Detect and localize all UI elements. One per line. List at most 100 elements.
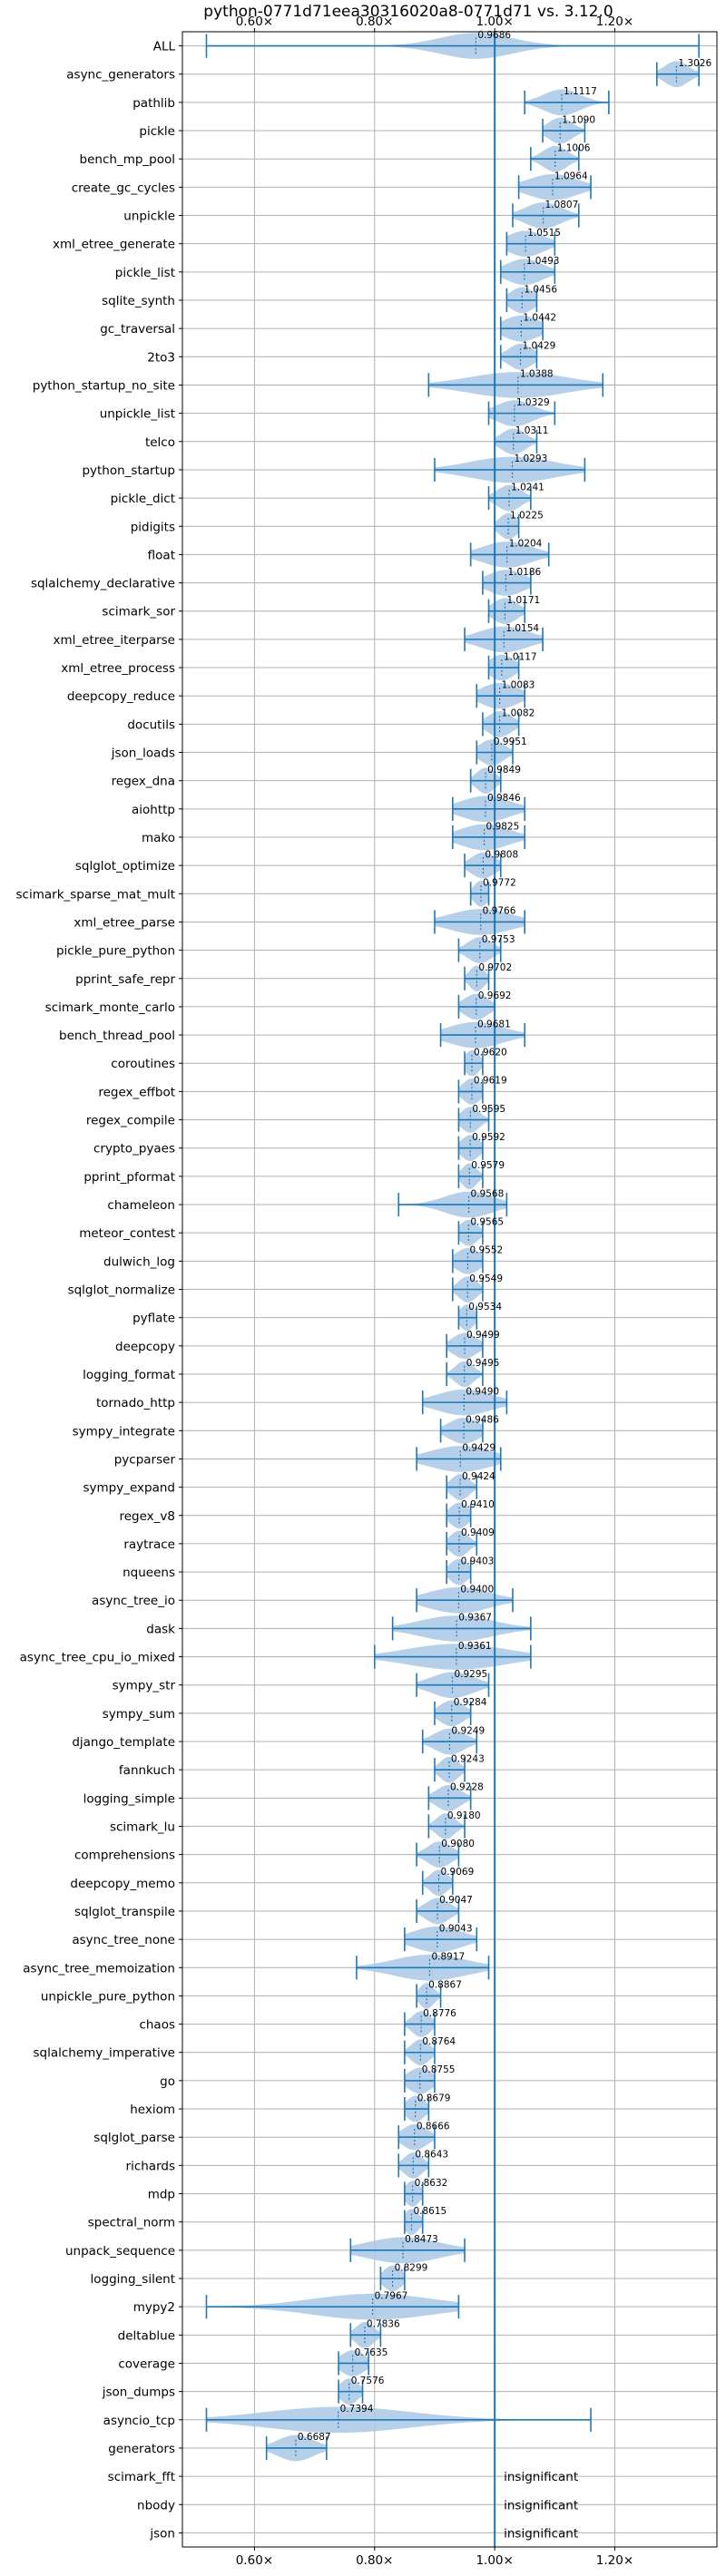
benchmark-label: tornado_http bbox=[96, 1396, 175, 1410]
value-label: 0.6687 bbox=[298, 2432, 331, 2443]
value-label: 0.9846 bbox=[487, 793, 521, 804]
value-label: 1.0154 bbox=[505, 623, 539, 634]
value-label: 1.1090 bbox=[562, 114, 595, 125]
value-label: 0.7394 bbox=[340, 2404, 374, 2415]
value-label: 1.3026 bbox=[678, 58, 711, 69]
value-label: 0.9552 bbox=[469, 1245, 503, 1256]
benchmark-label: crypto_pyaes bbox=[93, 1142, 175, 1156]
benchmark-label: async_tree_memoization bbox=[23, 1961, 175, 1976]
value-label: 0.9702 bbox=[478, 962, 512, 973]
benchmark-label: deepcopy_reduce bbox=[67, 689, 175, 704]
value-label: 0.9808 bbox=[485, 849, 518, 860]
value-label: 0.9180 bbox=[447, 1810, 481, 1821]
value-label: 0.7635 bbox=[355, 2347, 388, 2358]
benchmark-label: xml_etree_iterparse bbox=[54, 633, 176, 648]
value-label: 0.9400 bbox=[460, 1585, 494, 1595]
benchmark-label: scimark_lu bbox=[110, 1820, 175, 1834]
value-label: 1.1006 bbox=[557, 142, 591, 153]
value-label: 1.0225 bbox=[510, 511, 544, 522]
benchmark-label: pickle bbox=[139, 124, 175, 139]
value-label: 0.8867 bbox=[428, 1980, 462, 1991]
benchmark-label: 2to3 bbox=[147, 350, 175, 365]
value-label: 0.9486 bbox=[466, 1415, 499, 1426]
benchmark-label: sqlite_synth bbox=[102, 294, 175, 308]
value-label: 0.8615 bbox=[413, 2206, 446, 2217]
value-label: 0.9753 bbox=[482, 934, 515, 945]
value-label: 0.9410 bbox=[461, 1499, 495, 1510]
value-label: 0.9047 bbox=[439, 1895, 473, 1906]
benchmark-label: unpickle_list bbox=[100, 407, 175, 422]
benchmark-label: pickle_pure_python bbox=[56, 944, 175, 959]
chart-title: python-0771d71eea30316020a8-0771d71 vs. … bbox=[203, 3, 613, 21]
value-label: 1.0964 bbox=[554, 171, 588, 182]
value-label: 0.9295 bbox=[454, 1669, 487, 1680]
value-label: 0.9849 bbox=[487, 765, 521, 776]
value-label: 0.9534 bbox=[468, 1302, 502, 1312]
benchmark-label: sympy_sum bbox=[103, 1707, 175, 1722]
insignificant-label: insignificant bbox=[504, 2470, 578, 2484]
value-label: 0.9579 bbox=[471, 1160, 505, 1171]
value-label: 0.9692 bbox=[478, 990, 512, 1001]
value-label: 0.9249 bbox=[451, 1725, 485, 1736]
value-label: 0.9069 bbox=[441, 1867, 475, 1878]
value-label: 0.8643 bbox=[415, 2150, 448, 2161]
benchmark-label: python_startup_no_site bbox=[33, 378, 175, 393]
value-label: 1.0186 bbox=[507, 567, 541, 578]
benchmark-label: richards bbox=[126, 2159, 175, 2173]
benchmark-label: async_tree_io bbox=[92, 1594, 175, 1608]
benchmark-label: pprint_pformat bbox=[83, 1170, 175, 1185]
value-label: 1.1117 bbox=[564, 86, 597, 97]
benchmark-label: raytrace bbox=[123, 1537, 175, 1552]
value-label: 0.7967 bbox=[375, 2290, 408, 2301]
value-label: 0.8299 bbox=[395, 2262, 428, 2273]
benchmark-label: nbody bbox=[137, 2498, 175, 2513]
value-label: 0.9825 bbox=[486, 821, 520, 832]
value-label: 0.9619 bbox=[474, 1076, 507, 1087]
benchmark-label: pathlib bbox=[132, 96, 175, 111]
value-label: 0.8632 bbox=[415, 2178, 448, 2189]
benchmark-label: mdp bbox=[148, 2188, 175, 2202]
benchmark-label: json bbox=[149, 2526, 175, 2541]
value-label: 0.9686 bbox=[477, 30, 511, 41]
value-label: 1.0171 bbox=[506, 595, 540, 606]
value-label: 0.9620 bbox=[474, 1048, 507, 1059]
value-label: 0.9490 bbox=[466, 1386, 499, 1397]
benchmark-label: create_gc_cycles bbox=[72, 181, 175, 195]
benchmark-label: unpickle_pure_python bbox=[41, 1989, 175, 2004]
value-label: 0.9228 bbox=[450, 1782, 484, 1793]
value-label: 0.9243 bbox=[451, 1753, 485, 1764]
benchmark-label: mako bbox=[142, 831, 175, 845]
value-label: 1.0293 bbox=[515, 454, 548, 464]
x-tick-label-top: 0.60× bbox=[236, 15, 273, 29]
value-label: 1.0807 bbox=[545, 200, 579, 210]
benchmark-label: sqlglot_transpile bbox=[74, 1905, 175, 1919]
value-label: 0.9424 bbox=[462, 1471, 495, 1482]
value-label: 0.7836 bbox=[367, 2319, 400, 2330]
benchmark-label: pyflate bbox=[132, 1312, 175, 1326]
benchmark-label: mypy2 bbox=[133, 2300, 175, 2315]
benchmark-label: coverage bbox=[118, 2356, 175, 2371]
value-label: 1.0388 bbox=[520, 369, 554, 380]
value-label: 0.8917 bbox=[431, 1952, 465, 1963]
benchmark-label: sympy_expand bbox=[83, 1481, 175, 1496]
benchmark-label: unpack_sequence bbox=[65, 2244, 175, 2259]
value-label: 1.0442 bbox=[523, 312, 556, 323]
benchmark-label: sympy_integrate bbox=[73, 1424, 175, 1439]
benchmark-label: bench_mp_pool bbox=[80, 152, 175, 167]
value-label: 0.7576 bbox=[351, 2376, 385, 2386]
value-label: 1.0241 bbox=[511, 482, 544, 493]
benchmark-label: python_startup bbox=[82, 463, 175, 478]
value-label: 1.0083 bbox=[502, 679, 535, 690]
benchmark-label: spectral_norm bbox=[88, 2216, 175, 2230]
value-label: 1.0493 bbox=[526, 256, 560, 267]
value-label: 0.8764 bbox=[422, 2036, 456, 2047]
benchmark-label: scimark_sor bbox=[102, 605, 175, 620]
benchmark-label: regex_effbot bbox=[98, 1085, 175, 1099]
benchmark-label: ALL bbox=[153, 40, 176, 54]
value-label: 1.0429 bbox=[523, 341, 556, 352]
value-label: 0.9772 bbox=[483, 878, 516, 889]
benchmark-label: chameleon bbox=[107, 1198, 175, 1213]
benchmark-label: float bbox=[148, 548, 175, 562]
benchmark-label: xml_etree_generate bbox=[53, 238, 175, 252]
benchmark-label: regex_v8 bbox=[119, 1509, 175, 1524]
